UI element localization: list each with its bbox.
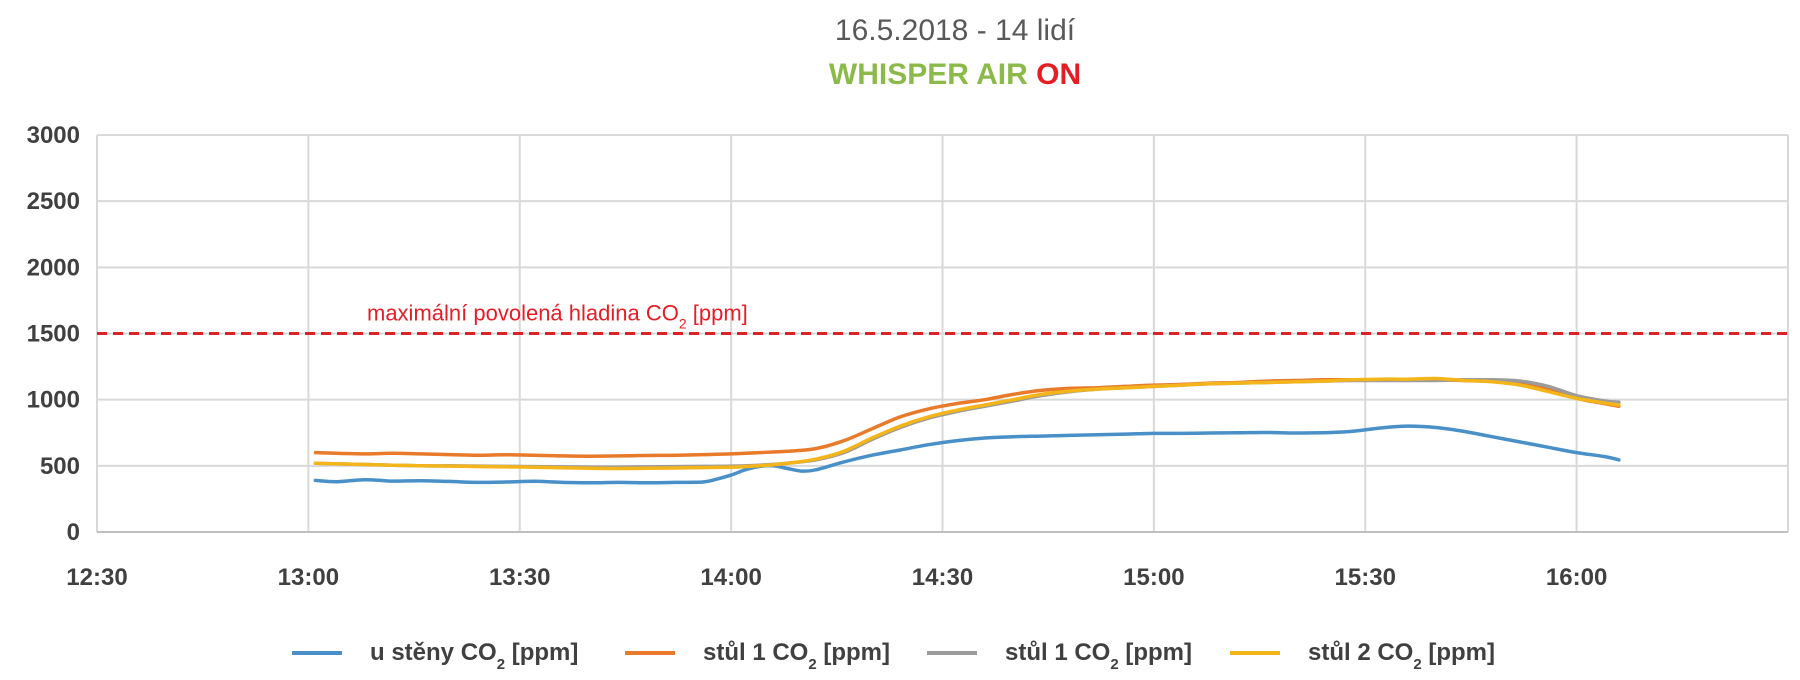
y-tick-label: 1000 [27,387,80,414]
y-tick-label: 2500 [27,188,80,215]
x-tick-label: 13:30 [489,564,550,591]
x-tick-label: 15:00 [1123,564,1184,591]
y-tick-label: 0 [67,519,80,546]
threshold-label: maximální povolená hladina CO2 [ppm] [367,301,748,332]
x-tick-label: 16:00 [1546,564,1607,591]
legend-label: stůl 1 CO2 [ppm] [703,639,890,673]
x-tick-label: 13:00 [278,564,339,591]
series-lines [313,376,1621,485]
legend-item: u stěny CO2 [ppm] [292,639,578,673]
threshold: maximální povolená hladina CO2 [ppm] [97,301,1788,335]
chart-subtitle: WHISPER AIR ON [829,58,1081,91]
legend-label: u stěny CO2 [ppm] [370,639,578,673]
y-tick-label: 1500 [27,321,80,348]
legend-item: stůl 1 CO2 [ppm] [927,639,1192,673]
legend-label: stůl 1 CO2 [ppm] [1005,639,1192,673]
x-tick-label: 15:30 [1335,564,1396,591]
legend-label: stůl 2 CO2 [ppm] [1308,639,1495,673]
legend: u stěny CO2 [ppm] stůl 1 CO2 [ppm] stůl 1 … [292,639,1495,673]
x-tick-label: 14:30 [912,564,973,591]
series-line-2 [313,377,1621,458]
subtitle-whisper-air: WHISPER AIR [829,58,1028,91]
axes: 0 500 1000 1500 2000 2500 3000 12:30 13:00 13:30 1… [27,122,1788,591]
grid [96,134,1789,533]
series-line-1 [313,424,1621,485]
x-tick-label: 12:30 [66,564,127,591]
legend-item: stůl 2 CO2 [ppm] [1230,639,1495,673]
x-tick-label: 14:00 [700,564,761,591]
legend-item: stůl 1 CO2 [ppm] [625,639,890,673]
series-line-4 [313,376,1621,471]
subtitle-on: ON [1036,58,1081,91]
y-tick-label: 500 [40,453,80,480]
chart-title: 16.5.2018 - 14 lidí [835,14,1076,47]
y-tick-label: 3000 [27,122,80,149]
y-tick-label: 2000 [27,254,80,281]
